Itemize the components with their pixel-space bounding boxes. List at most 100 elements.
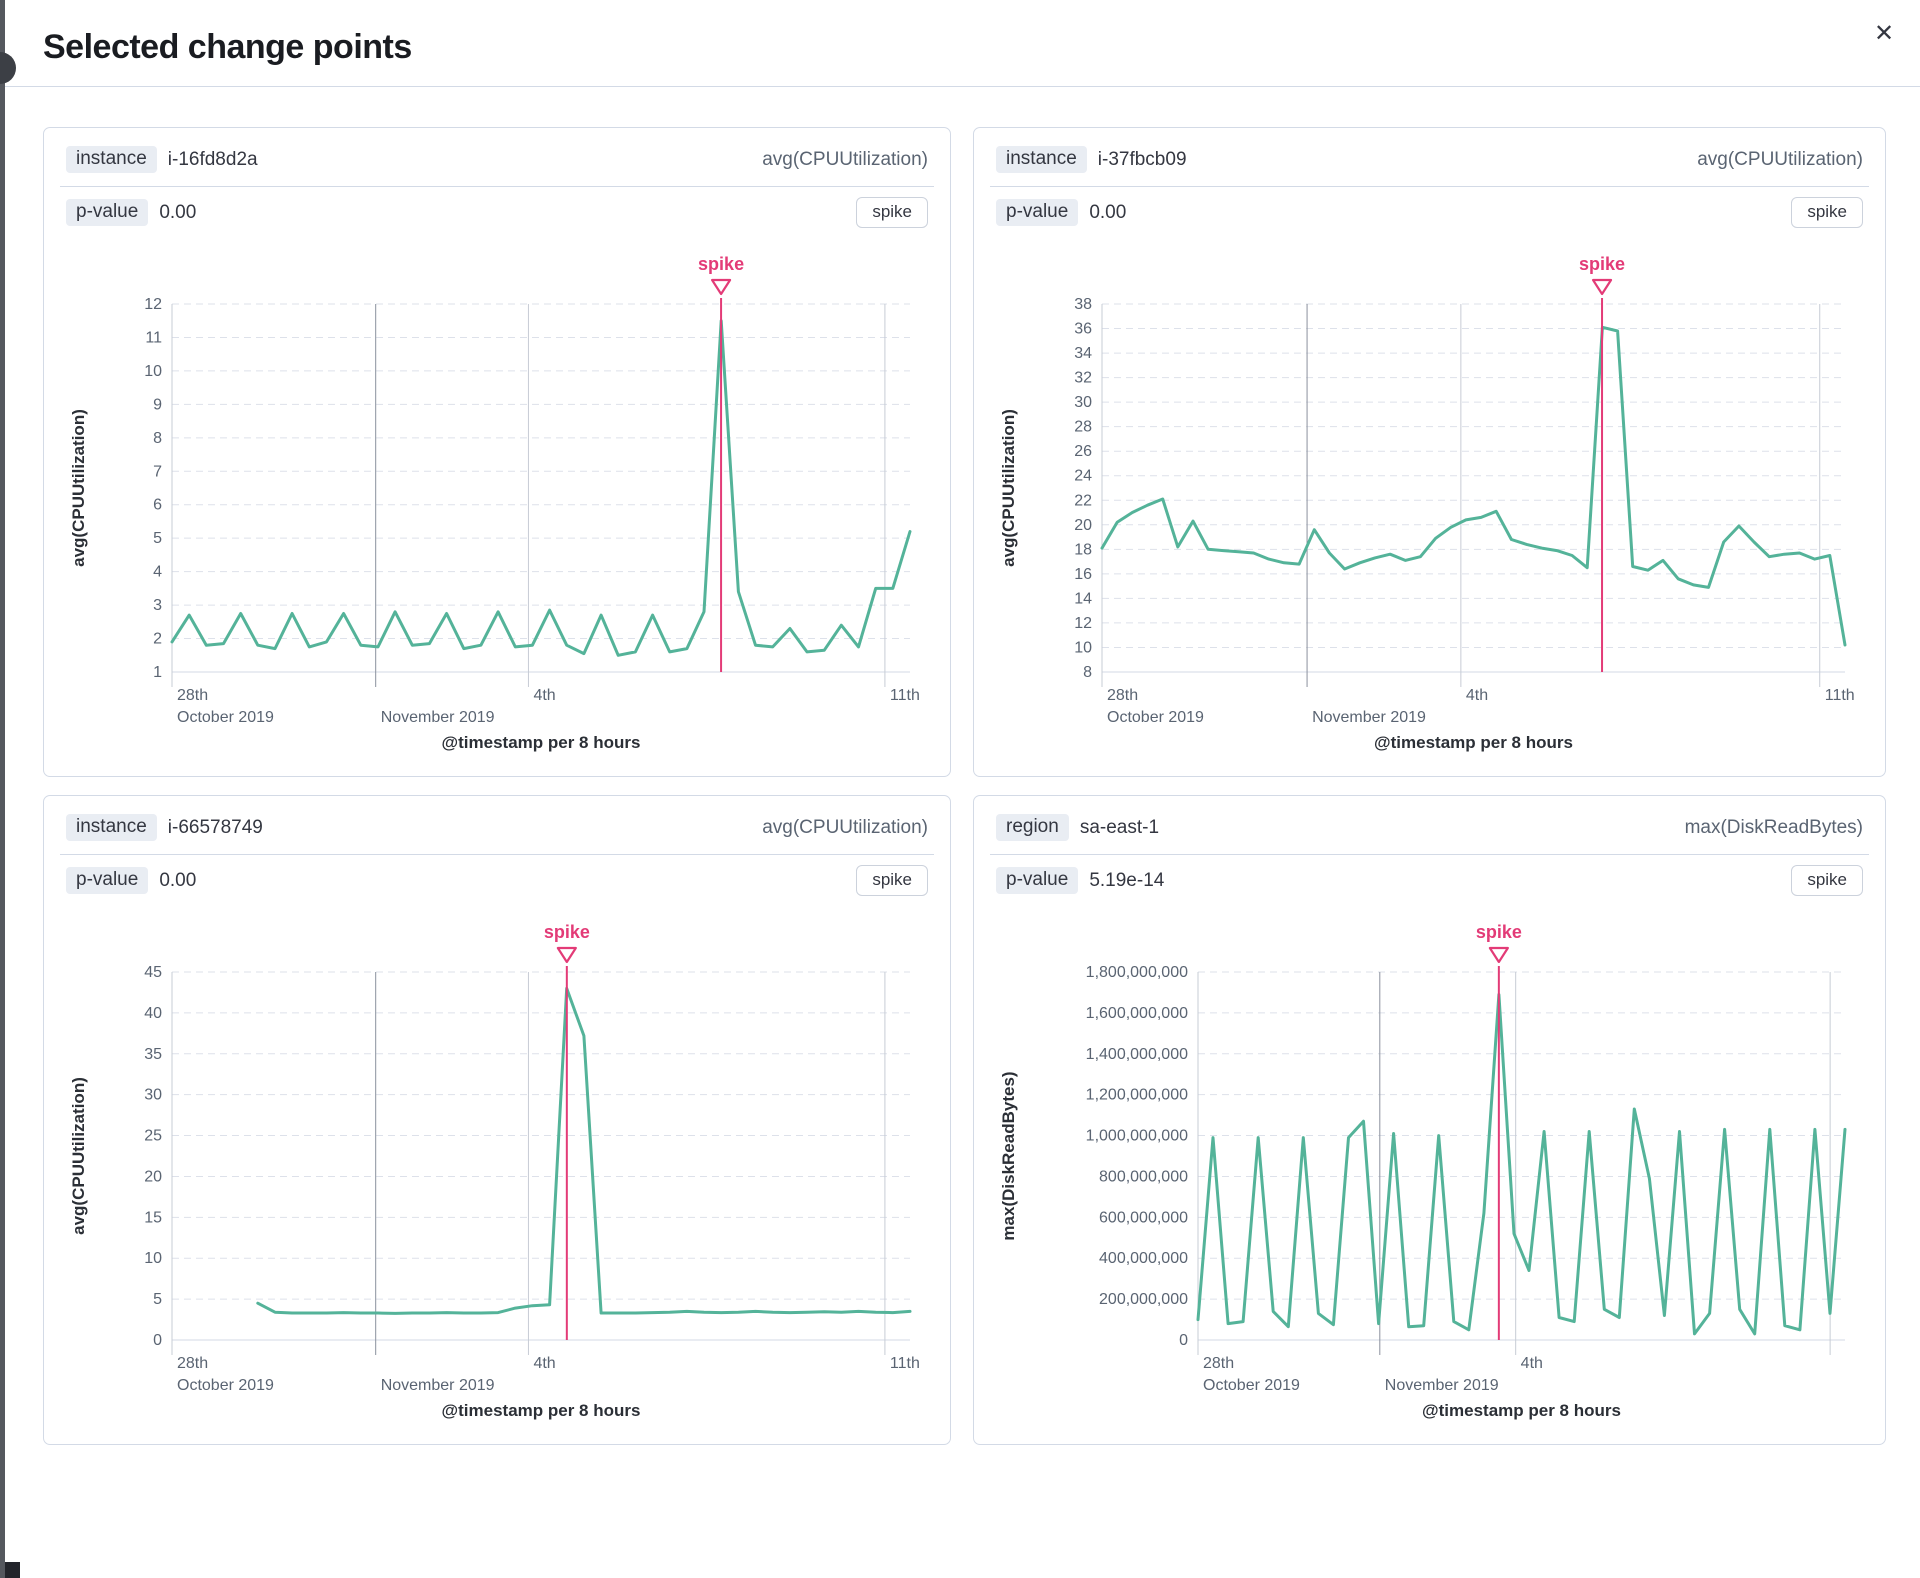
svg-text:10: 10 [1074, 639, 1092, 656]
svg-text:14: 14 [1074, 590, 1092, 607]
svg-text:4th: 4th [533, 1355, 555, 1372]
group-field-badge: instance [66, 146, 157, 173]
svg-text:32: 32 [1074, 370, 1092, 387]
svg-text:0: 0 [1179, 1332, 1188, 1349]
group-value: i-16fd8d2a [167, 148, 258, 170]
svg-text:10: 10 [144, 1250, 162, 1267]
svg-text:18: 18 [1074, 541, 1092, 558]
svg-text:1: 1 [153, 664, 162, 681]
svg-text:@timestamp per 8 hours: @timestamp per 8 hours [442, 733, 641, 752]
header-divider [0, 86, 1920, 87]
background-corner-element [5, 1562, 20, 1578]
svg-text:avg(CPUUtilization): avg(CPUUtilization) [999, 409, 1018, 567]
svg-text:0: 0 [153, 1332, 162, 1349]
change-point-panels-grid: instance i-16fd8d2a avg(CPUUtilization) … [0, 87, 1920, 1445]
group-field-badge: instance [66, 814, 157, 841]
svg-text:800,000,000: 800,000,000 [1099, 1168, 1188, 1185]
svg-text:600,000,000: 600,000,000 [1099, 1209, 1188, 1226]
panel-pvalue-row: p-value 0.00 spike [990, 187, 1869, 238]
change-point-chart: 0 5 10 15 20 25 30 35 40 45 28th October 2019 Novemb… [60, 908, 934, 1433]
spike-annotation-label: spike [698, 254, 744, 274]
svg-text:@timestamp per 8 hours: @timestamp per 8 hours [1374, 733, 1573, 752]
svg-text:28: 28 [1074, 419, 1092, 436]
svg-text:30: 30 [144, 1087, 162, 1104]
svg-text:3: 3 [153, 597, 162, 614]
svg-text:9: 9 [153, 396, 162, 413]
panel-pvalue-row: p-value 0.00 spike [60, 187, 934, 238]
svg-text:20: 20 [144, 1168, 162, 1185]
svg-text:5: 5 [153, 1291, 162, 1308]
group-field-badge: region [996, 814, 1069, 841]
svg-text:max(DiskReadBytes): max(DiskReadBytes) [999, 1071, 1018, 1240]
spike-filter-button[interactable]: spike [1791, 865, 1863, 896]
modal-title: Selected change points [43, 28, 412, 66]
change-point-chart: 1 2 3 4 5 6 7 8 9 10 11 12 28th October 2019 November … [60, 240, 934, 765]
panel-header-row: instance i-66578749 avg(CPUUtilization) [60, 802, 934, 855]
svg-text:11: 11 [145, 329, 162, 346]
svg-text:20: 20 [1074, 517, 1092, 534]
svg-text:28th: 28th [177, 1355, 208, 1372]
svg-text:12: 12 [144, 296, 162, 313]
svg-text:12: 12 [1074, 615, 1092, 632]
svg-text:28th: 28th [1203, 1355, 1234, 1372]
svg-text:11th: 11th [1825, 687, 1855, 704]
metric-label: avg(CPUUtilization) [762, 816, 928, 838]
svg-text:November 2019: November 2019 [1312, 709, 1426, 726]
svg-text:6: 6 [153, 497, 162, 514]
spike-filter-button[interactable]: spike [1791, 197, 1863, 228]
p-value: 0.00 [159, 201, 197, 223]
p-value: 5.19e-14 [1089, 869, 1165, 891]
svg-text:1,200,000,000: 1,200,000,000 [1086, 1087, 1188, 1104]
svg-text:1,000,000,000: 1,000,000,000 [1086, 1128, 1188, 1145]
svg-text:24: 24 [1074, 468, 1092, 485]
svg-text:30: 30 [1074, 394, 1092, 411]
panel-pvalue-row: p-value 0.00 spike [60, 855, 934, 906]
svg-text:@timestamp per 8 hours: @timestamp per 8 hours [1422, 1401, 1621, 1420]
group-field-badge: instance [996, 146, 1087, 173]
svg-text:8: 8 [1083, 664, 1092, 681]
group-value: i-37fbcb09 [1097, 148, 1187, 170]
svg-text:26: 26 [1074, 443, 1092, 460]
svg-text:avg(CPUUtilization): avg(CPUUtilization) [69, 1077, 88, 1235]
svg-text:11th: 11th [890, 687, 920, 704]
svg-text:15: 15 [144, 1209, 162, 1226]
svg-text:38: 38 [1074, 296, 1092, 313]
metric-label: avg(CPUUtilization) [762, 148, 928, 170]
modal-header: Selected change points ✕ [0, 0, 1920, 67]
panel-header-row: instance i-37fbcb09 avg(CPUUtilization) [990, 134, 1869, 187]
p-value-badge: p-value [996, 867, 1079, 894]
spike-annotation-label: spike [1476, 922, 1522, 942]
spike-filter-button[interactable]: spike [856, 865, 928, 896]
svg-text:400,000,000: 400,000,000 [1099, 1250, 1188, 1267]
p-value-badge: p-value [66, 199, 149, 226]
svg-text:4: 4 [153, 564, 162, 581]
change-point-panel: instance i-16fd8d2a avg(CPUUtilization) … [43, 127, 951, 777]
svg-text:November 2019: November 2019 [381, 709, 495, 726]
svg-text:10: 10 [144, 363, 162, 380]
svg-text:@timestamp per 8 hours: @timestamp per 8 hours [442, 1401, 641, 1420]
svg-text:1,400,000,000: 1,400,000,000 [1086, 1046, 1188, 1063]
close-icon[interactable]: ✕ [1866, 16, 1902, 52]
svg-text:1,600,000,000: 1,600,000,000 [1086, 1005, 1188, 1022]
svg-text:25: 25 [144, 1128, 162, 1145]
p-value-badge: p-value [996, 199, 1079, 226]
svg-text:8: 8 [153, 430, 162, 447]
svg-text:5: 5 [153, 530, 162, 547]
svg-text:16: 16 [1074, 566, 1092, 583]
background-page-edge [0, 0, 5, 1578]
svg-text:40: 40 [144, 1005, 162, 1022]
svg-text:36: 36 [1074, 321, 1092, 338]
background-edge-button [0, 52, 16, 84]
spike-annotation-label: spike [1579, 254, 1625, 274]
svg-text:35: 35 [144, 1046, 162, 1063]
svg-text:October 2019: October 2019 [177, 709, 274, 726]
svg-text:4th: 4th [1521, 1355, 1543, 1372]
svg-text:4th: 4th [533, 687, 555, 704]
group-value: sa-east-1 [1079, 816, 1160, 838]
spike-filter-button[interactable]: spike [856, 197, 928, 228]
svg-text:November 2019: November 2019 [381, 1377, 495, 1394]
svg-text:October 2019: October 2019 [177, 1377, 274, 1394]
svg-text:45: 45 [144, 964, 162, 981]
svg-text:1,800,000,000: 1,800,000,000 [1086, 964, 1188, 981]
svg-text:October 2019: October 2019 [1107, 709, 1204, 726]
